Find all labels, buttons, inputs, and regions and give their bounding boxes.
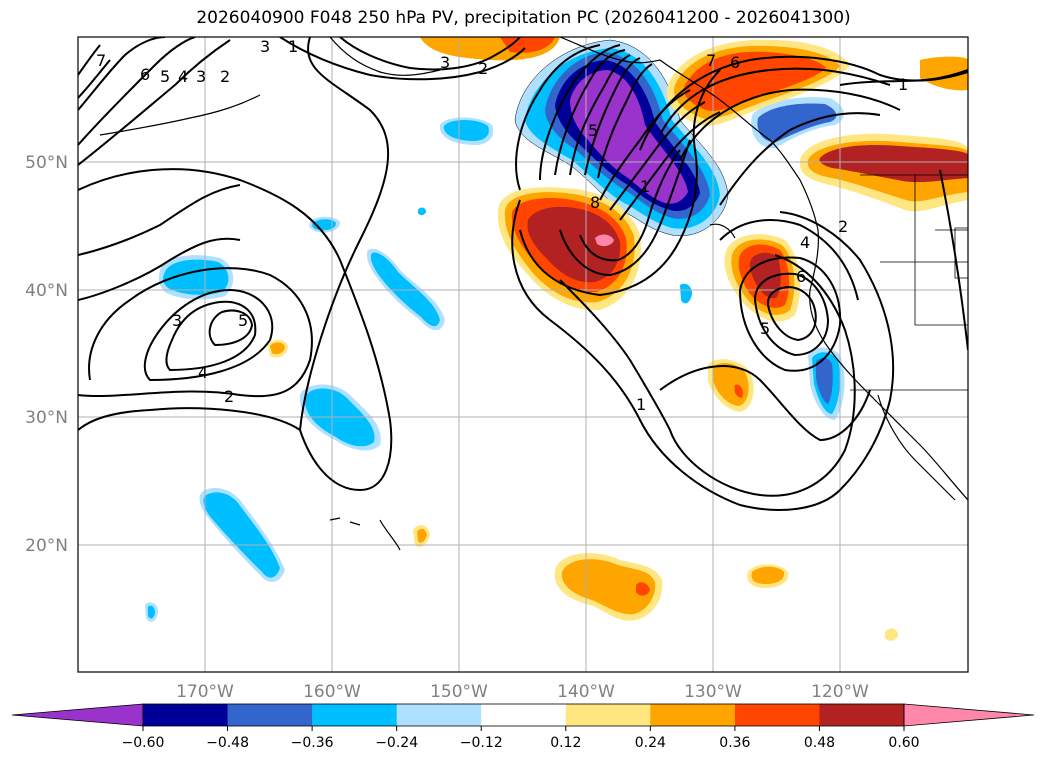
- contour-label: 5: [588, 121, 598, 140]
- borders: [850, 174, 968, 391]
- colorbar-swatch: [227, 704, 313, 726]
- contour-label: 5: [160, 67, 170, 86]
- lon-label: 130°W: [684, 682, 742, 702]
- contour-label: 2: [478, 59, 488, 78]
- colorbar-tick-label: −0.24: [375, 735, 418, 751]
- contour-label: 2: [220, 67, 230, 86]
- colorbar-frame: [142, 703, 905, 727]
- map-title: 2026040900 F048 250 hPa PV, precipitatio…: [196, 8, 851, 28]
- colorbar: −0.60 −0.48 −0.36 −0.24 −0.12 0.12 0.24 0.36 0.4…: [11, 703, 1035, 751]
- lon-axis: 170°W 160°W 150°W 140°W 130°W 120°W: [176, 682, 869, 702]
- lon-label: 140°W: [557, 682, 615, 702]
- pv-contours: [78, 37, 968, 511]
- colorbar-swatch: [819, 704, 905, 726]
- contour-label: 7: [706, 51, 716, 70]
- contour-label: 3: [440, 53, 450, 72]
- contour-label: 1: [640, 177, 650, 196]
- contour-label: 5: [238, 311, 248, 330]
- lat-axis: 50°N 40°N 30°N 20°N: [25, 153, 68, 556]
- contour-label: 6: [796, 267, 806, 286]
- contour-label: 3: [260, 37, 270, 56]
- colorbar-swatch: [565, 704, 651, 726]
- map-area: 7 6 5 4 3 2 1 3 2 5 8 1 7 6 1 2 4 6 5 3 …: [78, 37, 968, 672]
- pv-contour-1: [78, 168, 393, 492]
- contour-label: 8: [590, 193, 600, 212]
- contour-label: 4: [800, 233, 810, 252]
- colorbar-tick-label: 0.24: [635, 735, 666, 751]
- lon-label: 120°W: [811, 682, 869, 702]
- colorbar-tick-label: 0.48: [804, 735, 835, 751]
- colorbar-swatch: [650, 704, 736, 726]
- colorbar-extend-high: [903, 703, 1035, 727]
- contour-labels: 7 6 5 4 3 2 1 3 2 5 8 1 7 6 1 2 4 6 5 3 …: [96, 37, 908, 414]
- colorbar-swatch: [143, 704, 229, 726]
- contour-label: 6: [730, 53, 740, 72]
- colorbar-extend-low: [11, 703, 144, 727]
- contour-label: 3: [172, 311, 182, 330]
- contour-label: 1: [636, 395, 646, 414]
- contour-label: 2: [224, 387, 234, 406]
- colorbar-tick-label: −0.48: [206, 735, 249, 751]
- contour-label: 5: [760, 319, 770, 338]
- contour-label: 7: [96, 51, 106, 70]
- lat-label: 50°N: [25, 153, 68, 173]
- contour-label: 4: [178, 67, 188, 86]
- colorbar-swatch: [734, 704, 820, 726]
- colorbar-tick-label: −0.60: [122, 735, 165, 751]
- colorbar-swatch: [481, 704, 567, 726]
- colorbar-tick-label: 0.12: [550, 735, 581, 751]
- contour-label: 4: [198, 363, 208, 382]
- contour-label: 1: [898, 75, 908, 94]
- lat-label: 40°N: [25, 281, 68, 301]
- colorbar-tick-label: 0.36: [719, 735, 750, 751]
- map-frame: [77, 36, 969, 673]
- contour-label: 3: [196, 67, 206, 86]
- contour-label: 6: [140, 65, 150, 84]
- contour-label: 1: [288, 37, 298, 56]
- lon-label: 150°W: [430, 682, 488, 702]
- lat-label: 20°N: [25, 536, 68, 556]
- colorbar-swatch: [396, 704, 482, 726]
- colorbar-swatch: [312, 704, 398, 726]
- lon-label: 170°W: [176, 682, 234, 702]
- contour-label: 2: [838, 217, 848, 236]
- colorbar-tick-label: −0.12: [460, 735, 503, 751]
- lat-label: 30°N: [25, 408, 68, 428]
- lon-label: 160°W: [303, 682, 361, 702]
- colorbar-tick-label: −0.36: [291, 735, 334, 751]
- colorbar-tick-label: 0.60: [888, 735, 919, 751]
